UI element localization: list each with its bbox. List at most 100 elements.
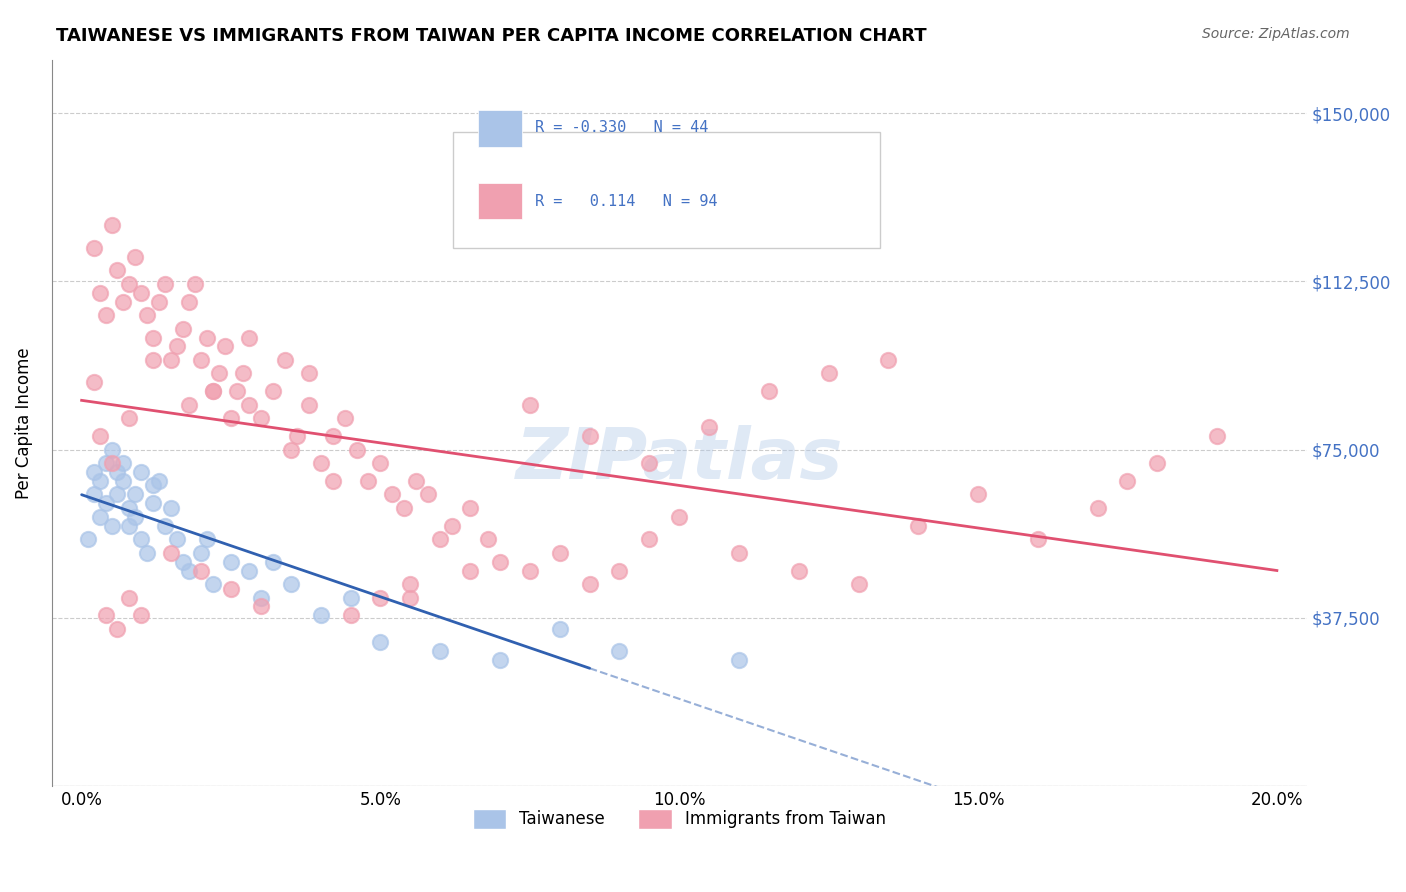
Point	[100, 456, 122, 470]
Point	[208, 367, 231, 381]
Point	[728, 653, 751, 667]
Point	[489, 653, 512, 667]
Point	[118, 500, 141, 515]
Point	[250, 411, 273, 425]
Point	[298, 398, 321, 412]
Point	[489, 555, 512, 569]
Point	[94, 308, 117, 322]
Point	[578, 429, 600, 443]
Point	[399, 591, 422, 605]
Point	[166, 533, 188, 547]
Point	[787, 564, 810, 578]
Point	[131, 608, 153, 623]
Text: R = -0.330   N = 44: R = -0.330 N = 44	[534, 120, 709, 135]
Point	[190, 564, 212, 578]
Point	[94, 456, 117, 470]
Point	[1087, 500, 1109, 515]
Text: R =   0.114   N = 94: R = 0.114 N = 94	[534, 194, 717, 209]
Point	[118, 518, 141, 533]
Point	[107, 465, 129, 479]
Point	[285, 429, 308, 443]
FancyBboxPatch shape	[478, 111, 523, 147]
Point	[219, 555, 242, 569]
Point	[83, 241, 105, 255]
Point	[370, 635, 392, 649]
Point	[160, 546, 183, 560]
Point	[112, 294, 135, 309]
Point	[519, 398, 541, 412]
Point	[190, 546, 212, 560]
Point	[136, 308, 159, 322]
Point	[967, 487, 990, 501]
FancyBboxPatch shape	[453, 132, 880, 248]
Point	[89, 509, 111, 524]
Point	[1026, 533, 1049, 547]
Point	[429, 533, 451, 547]
Point	[339, 608, 361, 623]
Point	[112, 456, 135, 470]
Point	[458, 564, 481, 578]
Point	[148, 294, 170, 309]
Point	[83, 465, 105, 479]
Point	[100, 219, 122, 233]
Point	[458, 500, 481, 515]
Point	[179, 294, 201, 309]
Point	[155, 277, 177, 291]
Point	[124, 509, 146, 524]
Point	[381, 487, 404, 501]
Point	[112, 474, 135, 488]
Point	[202, 384, 225, 399]
Point	[238, 564, 260, 578]
Point	[142, 330, 165, 344]
Point	[89, 474, 111, 488]
Point	[548, 622, 571, 636]
Point	[160, 353, 183, 368]
Point	[907, 518, 929, 533]
Point	[107, 263, 129, 277]
Point	[100, 518, 122, 533]
Point	[298, 367, 321, 381]
Point	[142, 496, 165, 510]
Point	[697, 420, 720, 434]
Y-axis label: Per Capita Income: Per Capita Income	[15, 347, 32, 499]
FancyBboxPatch shape	[478, 183, 523, 219]
Point	[107, 622, 129, 636]
Point	[214, 339, 236, 353]
Point	[250, 591, 273, 605]
Point	[322, 429, 344, 443]
Point	[100, 442, 122, 457]
Point	[155, 518, 177, 533]
Text: Source: ZipAtlas.com: Source: ZipAtlas.com	[1202, 27, 1350, 41]
Point	[394, 500, 416, 515]
Point	[131, 465, 153, 479]
Point	[1146, 456, 1168, 470]
Point	[160, 500, 183, 515]
Point	[179, 398, 201, 412]
Point	[357, 474, 380, 488]
Point	[142, 353, 165, 368]
Point	[250, 599, 273, 614]
Point	[441, 518, 464, 533]
Point	[94, 496, 117, 510]
Point	[118, 591, 141, 605]
Point	[370, 456, 392, 470]
Point	[226, 384, 249, 399]
Point	[124, 487, 146, 501]
Point	[418, 487, 440, 501]
Point	[136, 546, 159, 560]
Point	[638, 533, 661, 547]
Point	[877, 353, 900, 368]
Point	[232, 367, 254, 381]
Point	[370, 591, 392, 605]
Point	[238, 398, 260, 412]
Point	[262, 384, 284, 399]
Point	[107, 487, 129, 501]
Point	[172, 555, 194, 569]
Point	[190, 353, 212, 368]
Text: ZIPatlas: ZIPatlas	[516, 425, 844, 493]
Point	[758, 384, 780, 399]
Point	[83, 487, 105, 501]
Point	[609, 564, 631, 578]
Point	[184, 277, 207, 291]
Point	[124, 250, 146, 264]
